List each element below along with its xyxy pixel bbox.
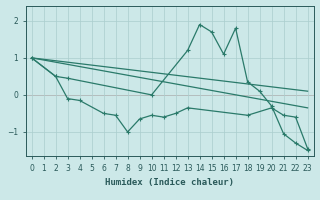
X-axis label: Humidex (Indice chaleur): Humidex (Indice chaleur) <box>105 178 234 187</box>
